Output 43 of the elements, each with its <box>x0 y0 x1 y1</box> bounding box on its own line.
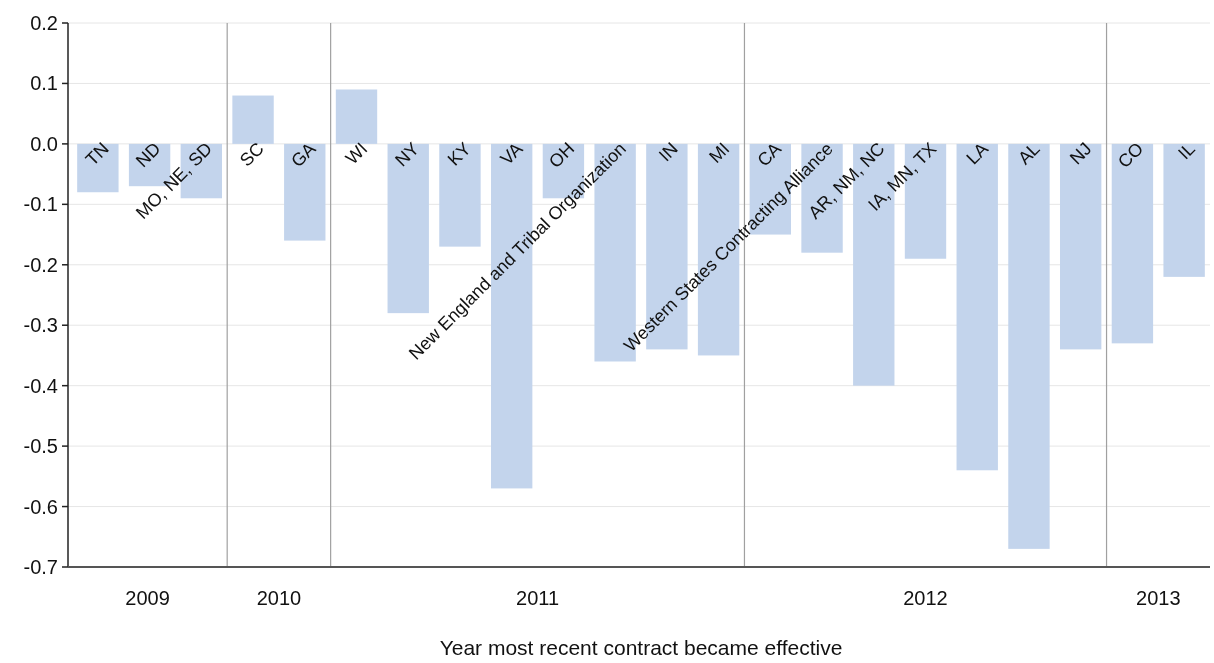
x-tick-label: WI <box>341 138 372 169</box>
x-tick-label: SC <box>236 138 268 171</box>
bar <box>77 143 119 193</box>
text: 2013 <box>1136 587 1181 609</box>
bar <box>956 143 998 471</box>
text: 2009 <box>125 587 170 609</box>
x-tick-label: CA <box>753 138 786 171</box>
x-tick-label: VA <box>496 138 527 169</box>
x-tick-label: AL <box>1014 138 1044 169</box>
y-tick-label: -0.2 <box>23 253 58 276</box>
bar <box>1008 143 1050 549</box>
x-tick-label: TN <box>81 138 113 170</box>
y-tick-label: -0.7 <box>23 556 58 578</box>
x-tick-label: LA <box>962 138 993 169</box>
bar <box>439 143 481 247</box>
bar <box>1111 143 1154 344</box>
x-tick-label: IN <box>654 138 682 166</box>
y-tick-label: -0.1 <box>23 193 58 216</box>
y-tick-label: 0.2 <box>30 12 58 34</box>
text: 2012 <box>903 587 948 609</box>
y-tick-label: 0.0 <box>30 132 58 155</box>
y-tick-label: 0.1 <box>30 72 58 95</box>
bar <box>1163 143 1205 277</box>
y-tick-label: -0.3 <box>23 314 58 337</box>
text: 2010 <box>256 587 302 609</box>
bar <box>1059 143 1102 350</box>
bar <box>335 89 378 144</box>
bar <box>232 95 274 144</box>
x-tick-label: KY <box>443 138 475 170</box>
y-tick-label: -0.6 <box>23 495 58 518</box>
x-tick-label: NY <box>391 138 424 171</box>
x-axis-title: Year most recent contract became effective <box>439 636 843 659</box>
x-tick-label: MI <box>705 138 734 167</box>
bar <box>387 143 429 314</box>
y-tick-label: -0.5 <box>23 435 58 458</box>
x-tick-label: ND <box>131 138 165 172</box>
x-tick-label: IL <box>1174 138 1199 164</box>
bar <box>284 143 326 241</box>
x-tick-label: CO <box>1114 138 1148 172</box>
y-tick-label: -0.4 <box>23 374 58 397</box>
x-tick-label: GA <box>287 138 320 172</box>
x-tick-label: NJ <box>1065 138 1096 169</box>
text: 2011 <box>516 587 560 609</box>
